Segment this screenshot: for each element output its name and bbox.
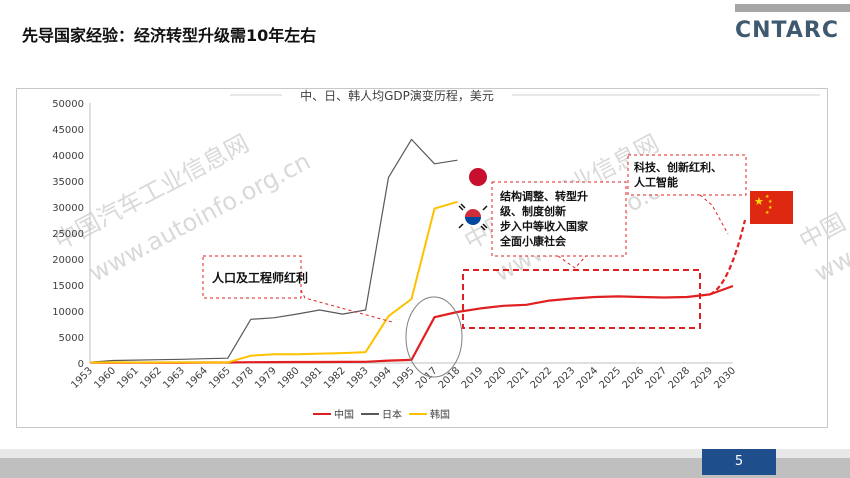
footer-band <box>0 458 850 478</box>
x-tick-label: 1963 <box>161 365 187 391</box>
y-tick-label: 30000 <box>52 203 84 214</box>
chart-frame <box>16 88 828 428</box>
x-tick-label: 2029 <box>689 365 715 391</box>
x-tick-label: 2020 <box>483 365 509 391</box>
legend: 中国 日本 韩国 <box>313 408 450 421</box>
structure-label: 结构调整、转型升级、制度创新步入中等收入国家全面小康社会 <box>499 189 589 248</box>
footer-stripe <box>0 449 850 458</box>
china-flag-icon: ★ ★ ★ ★ ★ <box>750 191 793 224</box>
innovation-pointer <box>699 194 729 235</box>
x-tick-label: 2021 <box>506 365 532 391</box>
projection-box <box>462 269 701 329</box>
x-tick-label: 1962 <box>138 365 164 391</box>
x-tick-label: 2028 <box>666 365 692 391</box>
page-number: 5 <box>702 449 776 475</box>
structure-pointer <box>557 255 587 269</box>
svg-text:★: ★ <box>754 195 764 208</box>
highlight-ellipse <box>405 296 463 378</box>
x-tick-label: 1982 <box>322 365 348 391</box>
y-tick-label: 0 <box>78 359 84 370</box>
demographic-pointer <box>300 289 393 323</box>
innovation-text-line: 人工智能 <box>634 175 678 189</box>
page-title: 先导国家经验：经济转型升级需10年左右 <box>22 26 317 45</box>
demographic-box <box>202 255 302 299</box>
structure-text-line: 全面小康社会 <box>499 234 567 248</box>
x-tick-label: 1964 <box>184 365 210 391</box>
x-tick-label: 1978 <box>230 365 256 391</box>
y-tick-label: 25000 <box>52 229 84 240</box>
structure-box <box>491 181 627 257</box>
chart-title: 中、日、韩人均GDP演变历程，美元 <box>300 88 494 103</box>
x-tick-label: 1995 <box>391 365 417 391</box>
y-tick-label: 35000 <box>52 177 84 188</box>
y-tick-label: 45000 <box>52 125 84 136</box>
legend-label: 日本 <box>382 408 402 421</box>
x-tick-label: 2023 <box>552 365 578 391</box>
x-tick-label: 2024 <box>575 365 601 391</box>
y-tick-label: 15000 <box>52 281 84 292</box>
china-projection-line <box>709 219 747 296</box>
y-tick-label: 20000 <box>52 255 84 266</box>
legend-label: 中国 <box>334 408 354 421</box>
x-tick-label: 2019 <box>460 365 486 391</box>
y-tick-label: 10000 <box>52 307 84 318</box>
x-tick-label: 1960 <box>92 365 118 391</box>
x-tick-label: 1983 <box>345 365 371 391</box>
x-tick-label: 1979 <box>253 365 279 391</box>
x-tick-label: 1953 <box>69 365 95 391</box>
brand-logo: CNTARC <box>735 18 839 43</box>
x-tick-label: 2027 <box>643 365 669 391</box>
structure-text-line: 结构调整、转型升 <box>499 189 588 203</box>
svg-text:★: ★ <box>765 210 770 216</box>
svg-text:★: ★ <box>768 205 773 211</box>
x-tick-label: 2025 <box>598 365 624 391</box>
x-tick-label: 1961 <box>115 365 141 391</box>
demographic-label: 人口及工程师红利 <box>212 270 308 285</box>
x-tick-label: 2026 <box>620 365 646 391</box>
y-tick-label: 5000 <box>59 333 84 344</box>
innovation-label: 科技、创新红利、人工智能 <box>634 160 722 189</box>
x-tick-label: 1994 <box>368 365 394 391</box>
y-tick-label: 50000 <box>52 99 84 110</box>
x-tick-label: 2030 <box>712 365 738 391</box>
structure-text-line: 步入中等收入国家 <box>500 219 589 233</box>
x-tick-label: 1965 <box>207 365 233 391</box>
svg-text:★: ★ <box>765 194 770 200</box>
y-tick-label: 40000 <box>52 151 84 162</box>
x-tick-label: 1980 <box>276 365 302 391</box>
x-tick-label: 2022 <box>529 365 555 391</box>
korea-flag-icon <box>458 203 488 231</box>
x-tick-label: 1981 <box>299 365 325 391</box>
x-tick-label: 2018 <box>437 365 463 391</box>
series-line-韩国 <box>89 200 458 364</box>
watermark: 中国汽车工业信息网 www.autoinfo.org.cn 中国汽车工业信息网 … <box>50 129 850 287</box>
innovation-box <box>627 154 747 196</box>
series-line-日本 <box>89 138 458 363</box>
top-accent-bar <box>735 4 850 12</box>
japan-flag-icon <box>469 168 487 186</box>
legend-label: 韩国 <box>430 408 450 421</box>
svg-text:★: ★ <box>768 199 773 205</box>
structure-text-line: 级、制度创新 <box>499 204 566 218</box>
innovation-text-line: 科技、创新红利、 <box>634 160 722 174</box>
